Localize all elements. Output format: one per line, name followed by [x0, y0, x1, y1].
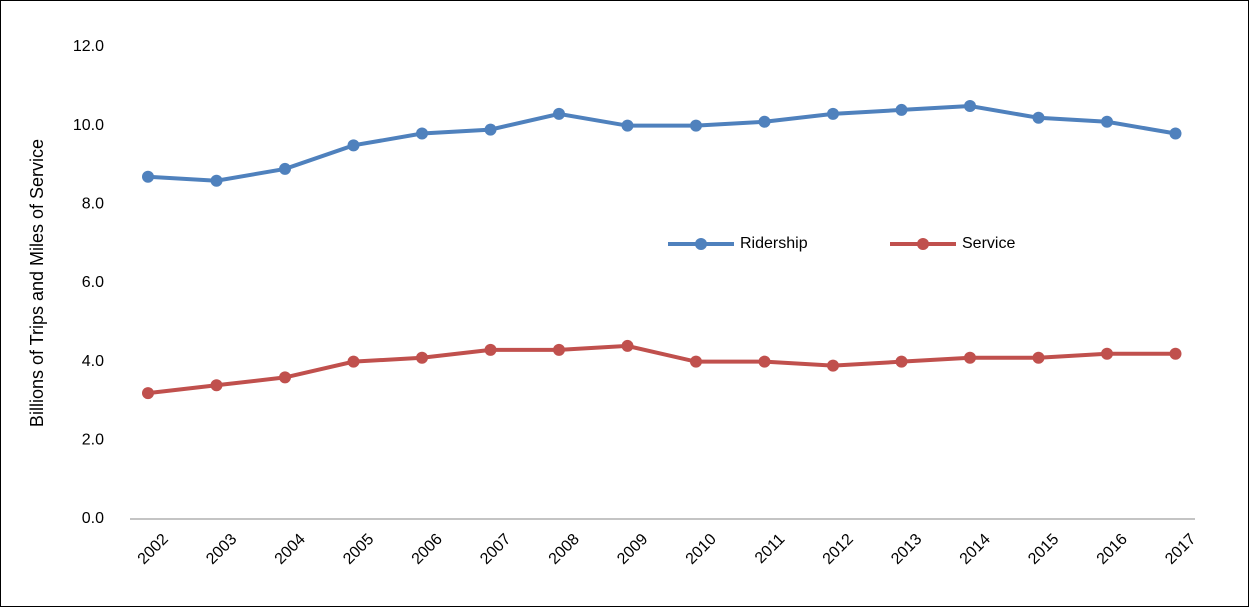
data-point [1101, 347, 1113, 360]
data-point [142, 387, 154, 400]
data-point [621, 119, 634, 132]
data-point [279, 371, 291, 384]
y-tick-label: 10.0 [73, 117, 104, 134]
data-point [827, 107, 839, 120]
y-tick-label: 2.0 [82, 432, 104, 449]
data-point [964, 351, 976, 364]
y-tick-label: 6.0 [82, 274, 104, 291]
y-axis-label: Billions of Trips and Miles of Service [27, 139, 47, 427]
series-line [147, 343, 1176, 396]
data-point [895, 355, 908, 368]
data-point [279, 162, 291, 175]
data-point [1032, 111, 1045, 124]
data-point [1101, 115, 1113, 128]
data-point [690, 355, 702, 368]
y-tick-label: 0.0 [82, 510, 104, 527]
legend-marker [917, 238, 929, 250]
data-point [484, 123, 497, 136]
data-point [347, 139, 360, 152]
data-point [621, 339, 634, 352]
data-point [142, 170, 154, 183]
data-point [210, 174, 223, 187]
data-point [1032, 351, 1045, 364]
data-point [416, 127, 428, 140]
legend-label: Service [962, 235, 1015, 252]
data-point [553, 107, 565, 120]
legend-label: Ridership [740, 235, 808, 252]
data-point [553, 343, 565, 356]
y-tick-label: 4.0 [82, 353, 104, 370]
data-point [758, 355, 771, 368]
data-point [210, 379, 223, 392]
data-point [758, 115, 771, 128]
data-point [964, 100, 976, 112]
series-line [147, 103, 1176, 183]
data-point [484, 343, 497, 356]
data-point [416, 351, 428, 364]
data-point [347, 355, 360, 368]
data-point [827, 359, 839, 372]
data-point [1169, 347, 1182, 360]
y-tick-label: 8.0 [82, 196, 104, 213]
data-point [690, 119, 702, 132]
y-tick-label: 12.0 [73, 38, 104, 55]
data-point [895, 103, 908, 116]
legend-marker [695, 238, 707, 250]
data-point [1169, 127, 1182, 140]
